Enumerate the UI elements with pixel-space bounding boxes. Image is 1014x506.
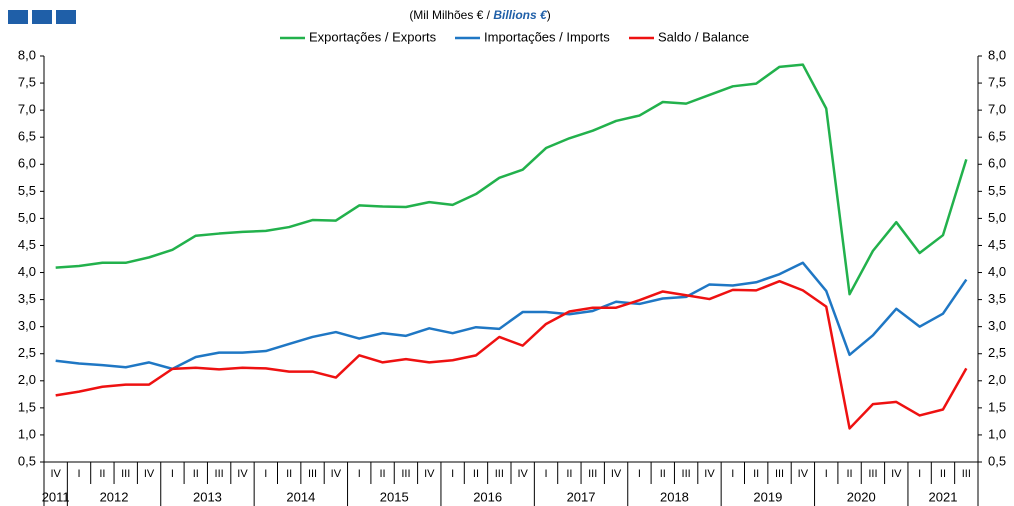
y-tick-label: 4,5 (18, 237, 36, 252)
x-tick-label: III (775, 468, 784, 480)
x-tick-label: I (638, 468, 641, 480)
x-tick-label: II (286, 468, 292, 480)
x-tick-label: I (264, 468, 267, 480)
x-tick-label: II (99, 468, 105, 480)
y-tick-label: 5,0 (18, 210, 36, 225)
y2-tick-label: 2,0 (988, 372, 1006, 387)
x-tick-label: II (193, 468, 199, 480)
year-label: 2020 (847, 489, 876, 504)
y2-tick-label: 7,5 (988, 75, 1006, 90)
x-tick-label: II (566, 468, 572, 480)
y-tick-label: 7,5 (18, 75, 36, 90)
year-label: 2019 (753, 489, 782, 504)
x-tick-label: II (940, 468, 946, 480)
x-tick-label: IV (50, 468, 61, 480)
y2-tick-label: 3,0 (988, 318, 1006, 333)
x-tick-label: III (308, 468, 317, 480)
logo (8, 10, 76, 24)
year-label: 2014 (286, 489, 315, 504)
y-tick-label: 1,0 (18, 426, 36, 441)
series-line (55, 63, 968, 296)
x-tick-label: II (473, 468, 479, 480)
x-tick-label: IV (424, 468, 435, 480)
x-tick-label: IV (891, 468, 902, 480)
y2-tick-label: 2,5 (988, 345, 1006, 360)
y2-tick-label: 8,0 (988, 47, 1006, 62)
y-tick-label: 0,5 (18, 453, 36, 468)
x-tick-label: IV (331, 468, 342, 480)
series-line (55, 279, 968, 430)
x-tick-label: I (171, 468, 174, 480)
year-label: 2017 (567, 489, 596, 504)
x-tick-label: III (401, 468, 410, 480)
x-tick-label: II (847, 468, 853, 480)
x-tick-label: IV (611, 468, 622, 480)
y-tick-label: 3,5 (18, 291, 36, 306)
y2-tick-label: 5,0 (988, 210, 1006, 225)
x-tick-label: III (682, 468, 691, 480)
x-tick-label: III (215, 468, 224, 480)
y2-tick-label: 6,5 (988, 129, 1006, 144)
year-label: 2013 (193, 489, 222, 504)
x-tick-label: IV (237, 468, 248, 480)
y2-tick-label: 4,5 (988, 237, 1006, 252)
y-tick-label: 7,0 (18, 102, 36, 117)
year-label: 2012 (100, 489, 129, 504)
y-tick-label: 2,5 (18, 345, 36, 360)
y-tick-label: 3,0 (18, 318, 36, 333)
y-tick-label: 8,0 (18, 47, 36, 62)
legend-label: Importações / Imports (484, 29, 610, 44)
year-label: 2021 (929, 489, 958, 504)
y-tick-label: 2,0 (18, 372, 36, 387)
x-tick-label: III (121, 468, 130, 480)
legend-label: Saldo / Balance (658, 29, 749, 44)
year-label: 2011 (42, 489, 70, 504)
subtitle: (Mil Milhões € / Billions €) (409, 8, 550, 22)
x-tick-label: I (544, 468, 547, 480)
y2-tick-label: 4,0 (988, 264, 1006, 279)
x-tick-label: IV (798, 468, 809, 480)
x-tick-label: III (588, 468, 597, 480)
y2-tick-label: 3,5 (988, 291, 1006, 306)
subtitle-end: ) (547, 8, 551, 22)
legend-label: Exportações / Exports (309, 29, 437, 44)
x-tick-label: II (660, 468, 666, 480)
y2-tick-label: 0,5 (988, 453, 1006, 468)
y-tick-label: 4,0 (18, 264, 36, 279)
subtitle-pt: (Mil Milhões € / (409, 8, 493, 22)
year-label: 2018 (660, 489, 689, 504)
x-tick-label: IV (704, 468, 715, 480)
y-tick-label: 6,0 (18, 156, 36, 171)
x-tick-label: I (451, 468, 454, 480)
y2-tick-label: 1,0 (988, 426, 1006, 441)
x-tick-label: II (753, 468, 759, 480)
x-tick-label: IV (517, 468, 528, 480)
x-tick-label: III (495, 468, 504, 480)
x-tick-label: I (77, 468, 80, 480)
y-tick-label: 6,5 (18, 129, 36, 144)
y2-tick-label: 5,5 (988, 183, 1006, 198)
y2-tick-label: 6,0 (988, 156, 1006, 171)
year-label: 2016 (473, 489, 502, 504)
x-tick-label: I (825, 468, 828, 480)
x-tick-label: I (731, 468, 734, 480)
year-label: 2015 (380, 489, 409, 504)
x-tick-label: IV (144, 468, 155, 480)
x-tick-label: I (918, 468, 921, 480)
y2-tick-label: 7,0 (988, 102, 1006, 117)
x-tick-label: III (868, 468, 877, 480)
series-line (55, 261, 968, 371)
y-tick-label: 5,5 (18, 183, 36, 198)
y-tick-label: 1,5 (18, 399, 36, 414)
x-tick-label: III (962, 468, 971, 480)
y2-tick-label: 1,5 (988, 399, 1006, 414)
x-tick-label: I (358, 468, 361, 480)
x-tick-label: II (380, 468, 386, 480)
subtitle-en: Billions € (493, 8, 548, 22)
